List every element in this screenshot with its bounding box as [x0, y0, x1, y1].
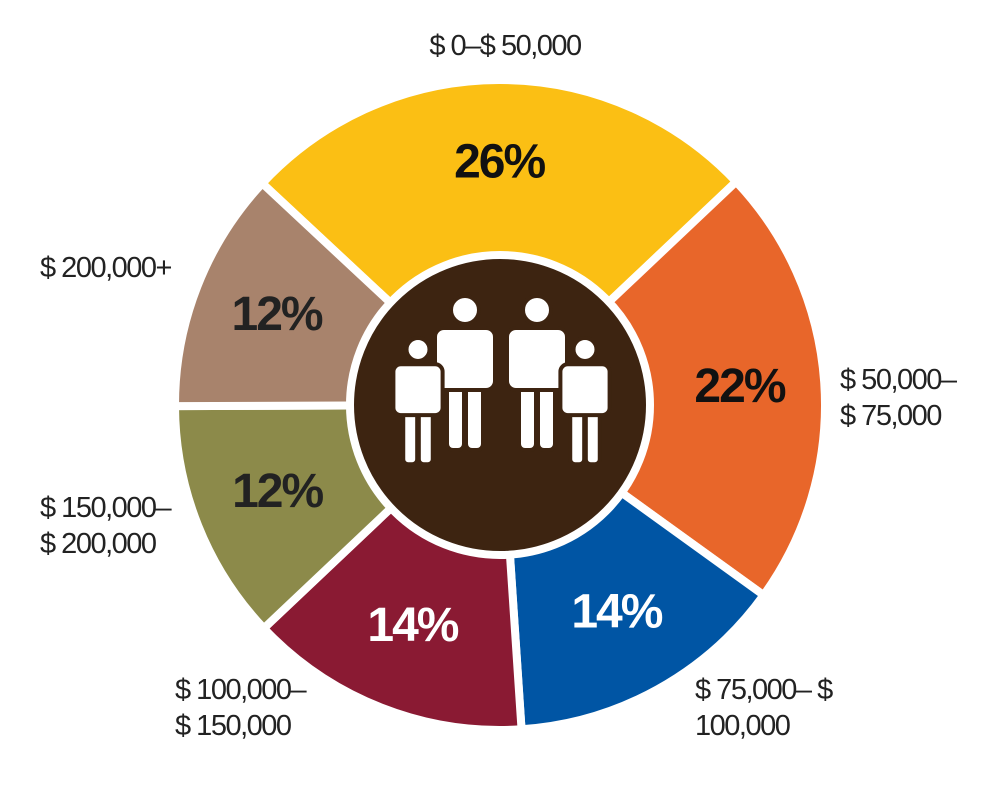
category-label: $ 200,000+	[40, 252, 172, 284]
pie-slice	[256, 76, 742, 411]
category-label: $ 0–$ 50,000	[429, 30, 582, 62]
person-body	[505, 326, 569, 392]
person-body	[391, 362, 445, 418]
people-icon	[391, 294, 612, 467]
category-label: $ 50,000– $ 75,000	[840, 364, 957, 432]
value-label: 14%	[571, 586, 662, 639]
person-head	[521, 294, 553, 326]
person-body	[558, 362, 612, 418]
value-label: 12%	[232, 465, 323, 518]
center-circle	[346, 251, 654, 559]
person-body	[433, 326, 497, 392]
value-label: 12%	[232, 288, 323, 341]
value-label: 26%	[454, 136, 545, 189]
category-label: $ 100,000– $ 150,000	[175, 674, 307, 742]
person-head	[404, 336, 432, 363]
pie-slice	[493, 176, 829, 601]
category-label: $ 150,000– $ 200,000	[40, 492, 172, 560]
value-label: 22%	[694, 360, 785, 413]
person-head	[571, 336, 599, 363]
person-head	[449, 294, 481, 326]
value-label: 14%	[367, 599, 458, 652]
category-label: $ 75,000– $ 100,000	[695, 674, 833, 742]
